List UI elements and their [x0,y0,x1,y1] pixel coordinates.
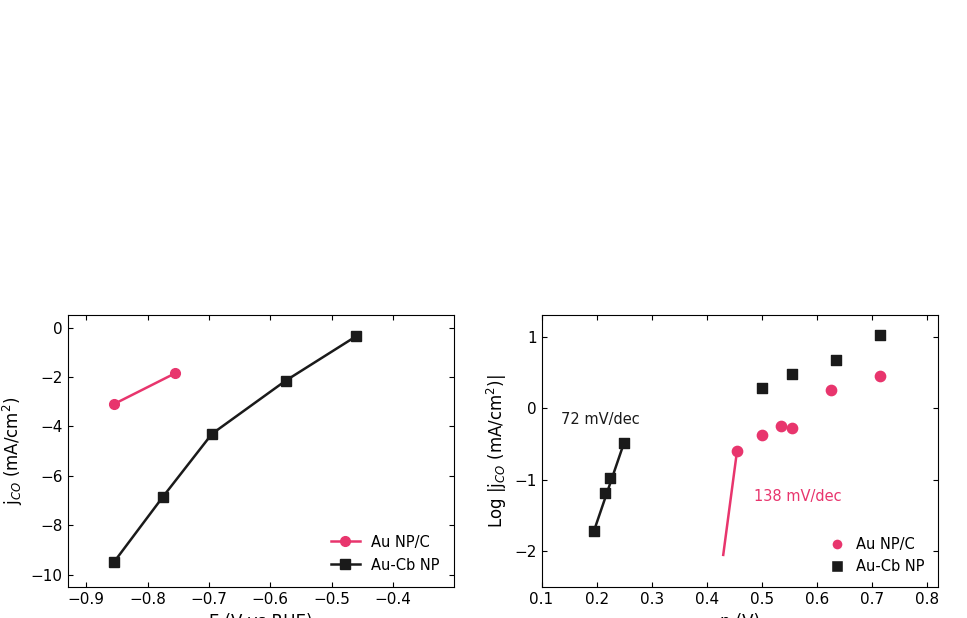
Point [754,430,770,439]
Point [829,355,844,365]
Au NP/C [108,400,120,408]
Point [754,383,770,393]
Point [784,369,800,379]
Au-Cb NP [206,430,218,438]
Point [872,371,888,381]
Legend: Au NP/C, Au-Cb NP: Au NP/C, Au-Cb NP [824,531,930,580]
Au NP/C [169,370,181,377]
Point [784,423,800,433]
Line: Au-Cb NP: Au-Cb NP [109,331,361,567]
Line: Au NP/C: Au NP/C [109,368,180,409]
Y-axis label: Log |j$_{CO}$ (mA/cm$^{2}$)|: Log |j$_{CO}$ (mA/cm$^{2}$)| [484,375,509,528]
Point [602,473,618,483]
Text: 138 mV/dec: 138 mV/dec [753,489,841,504]
Au-Cb NP [108,559,120,566]
Point [774,421,789,431]
Au-Cb NP [279,377,291,384]
X-axis label: η (V): η (V) [719,612,760,618]
Point [729,446,745,456]
Au-Cb NP [157,493,168,501]
Point [823,386,838,396]
Point [597,488,612,497]
X-axis label: E (V vs RHE): E (V vs RHE) [209,612,313,618]
Au-Cb NP [350,332,362,340]
Text: 72 mV/dec: 72 mV/dec [561,412,639,427]
Legend: Au NP/C, Au-Cb NP: Au NP/C, Au-Cb NP [323,528,447,580]
Point [616,438,631,447]
Point [872,330,888,340]
Point [586,527,601,536]
Y-axis label: j$_{CO}$ (mA/cm$^{2}$): j$_{CO}$ (mA/cm$^{2}$) [1,397,25,506]
